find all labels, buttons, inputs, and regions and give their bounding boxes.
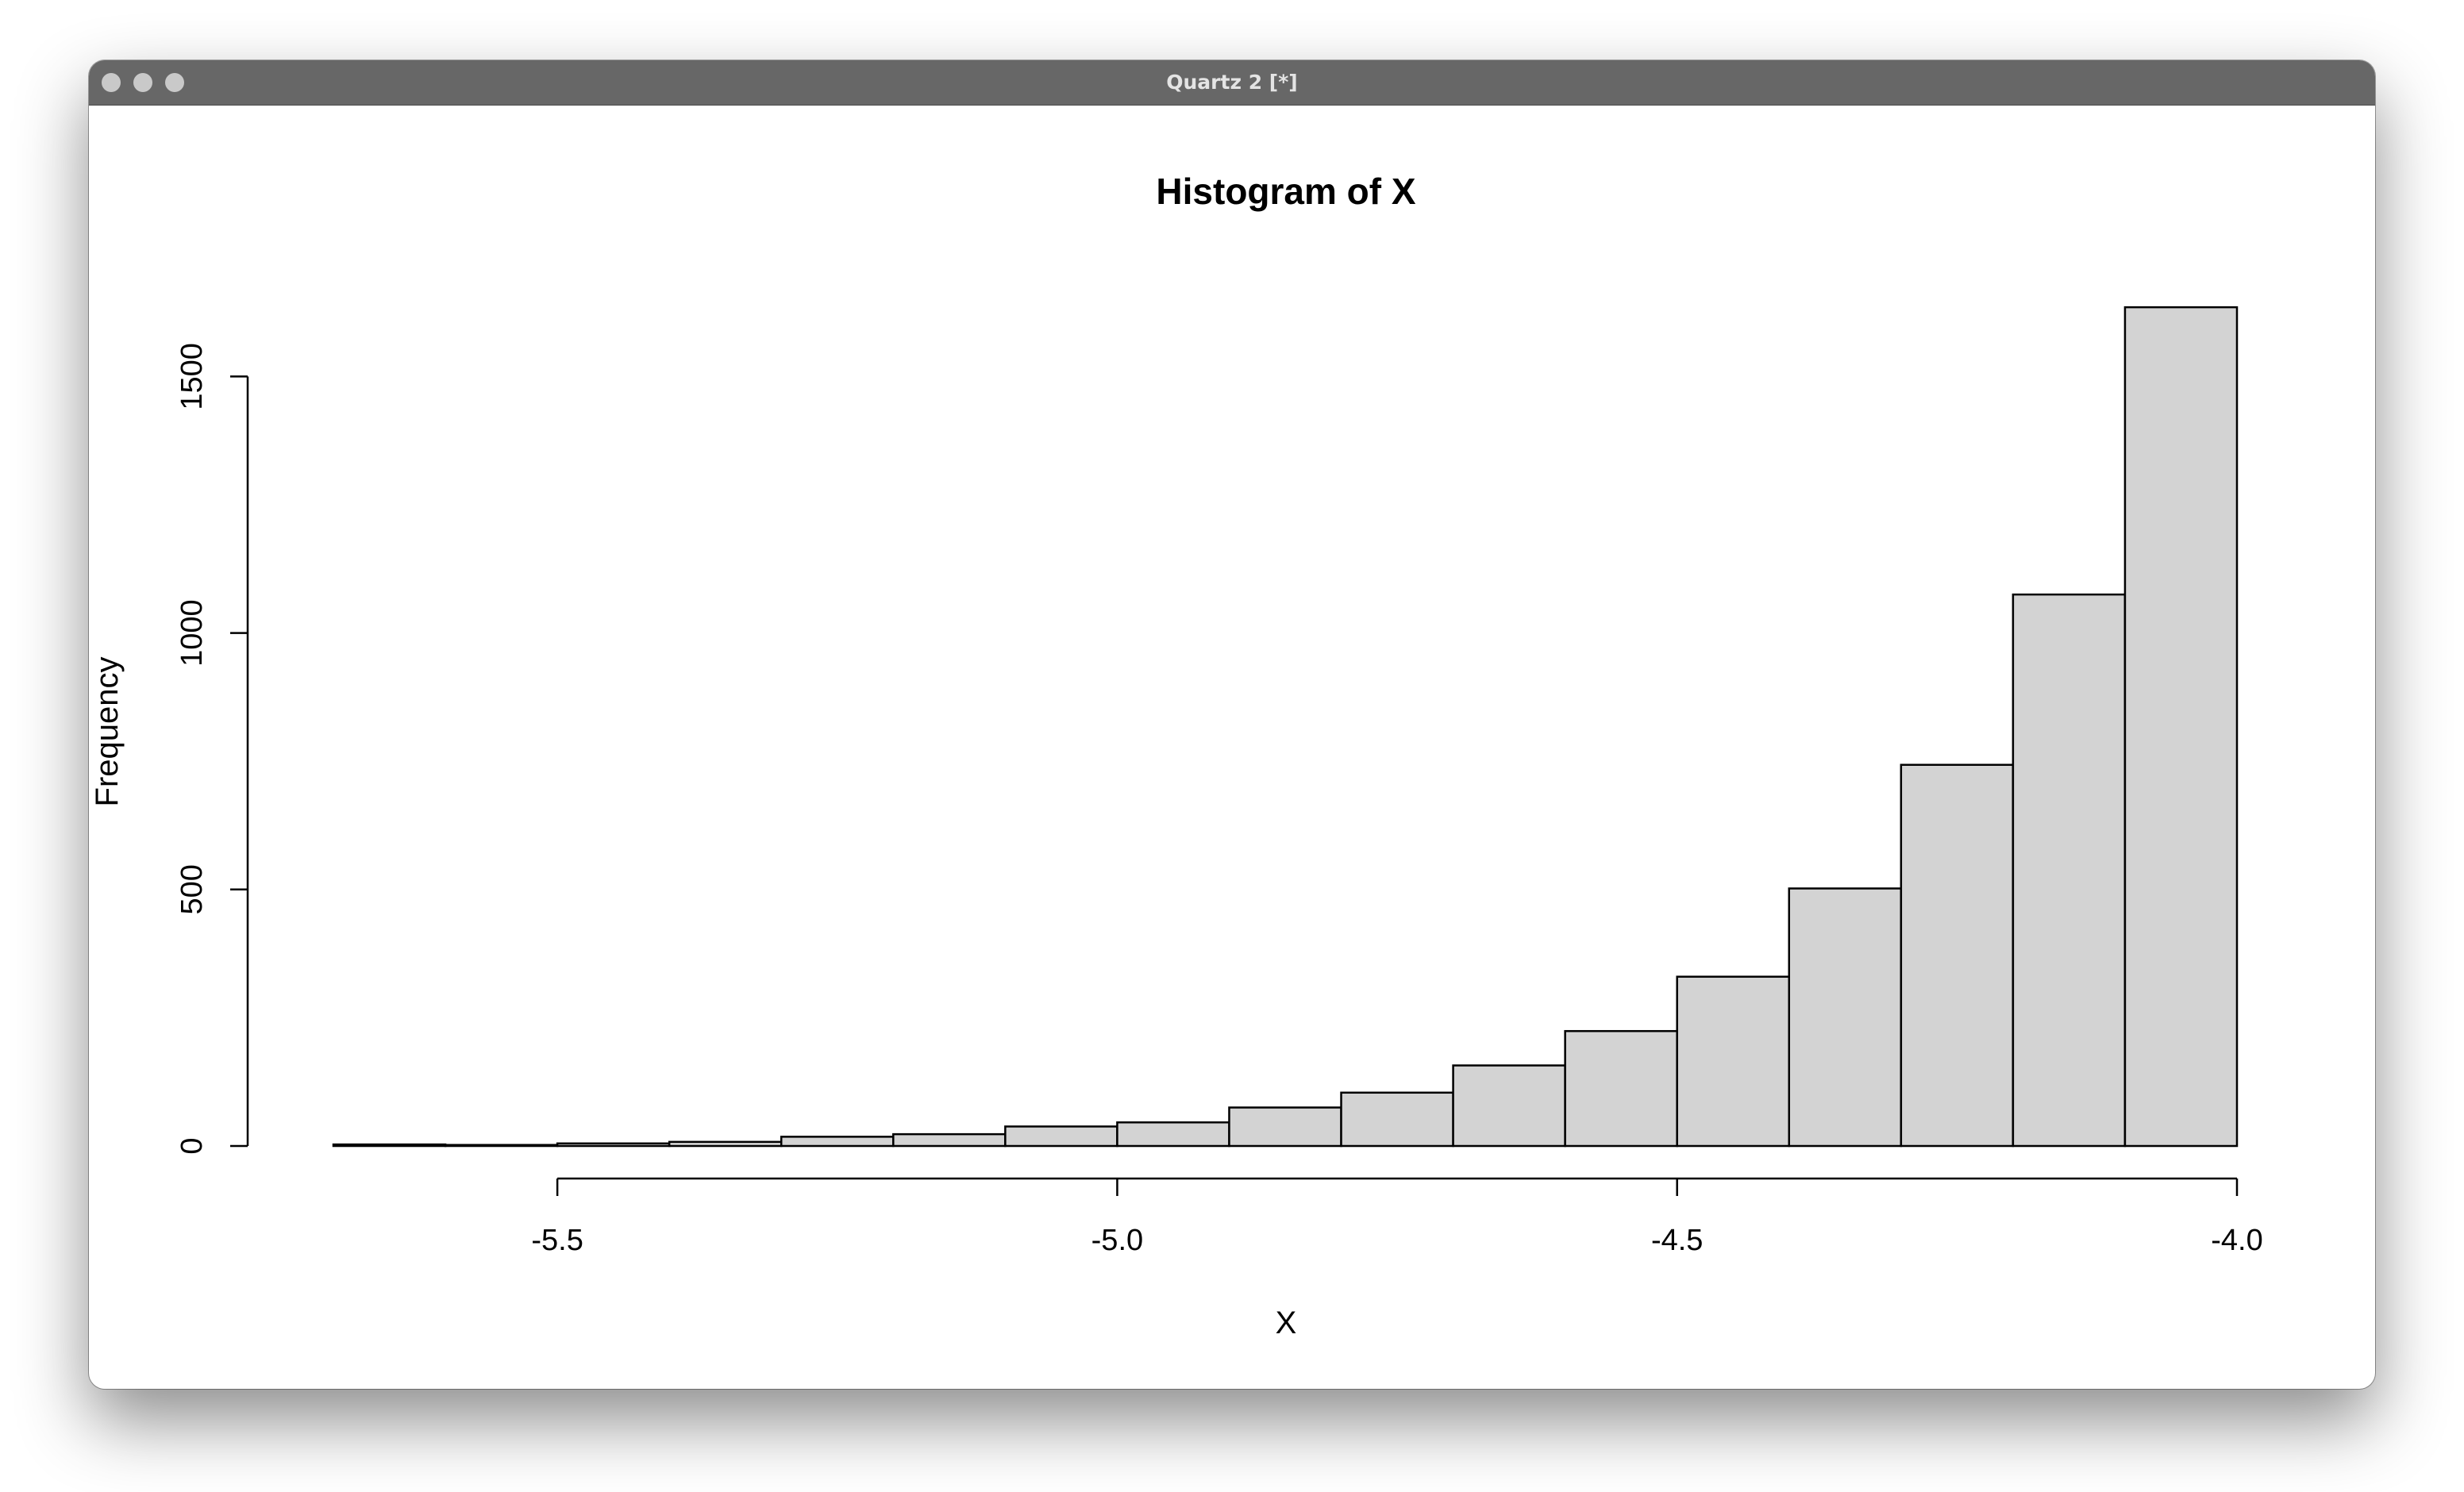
histogram-bar <box>780 1136 895 1148</box>
histogram-bar <box>1452 1064 1566 1148</box>
y-tick-label: 1000 <box>175 599 209 667</box>
close-button[interactable] <box>102 73 121 92</box>
x-tick-label: -5.5 <box>531 1224 583 1257</box>
bars-group <box>332 306 2239 1148</box>
histogram-bar <box>1116 1121 1230 1148</box>
plot-window: Quartz 2 [*] Histogram of X X Frequency … <box>89 60 2375 1389</box>
minimize-button[interactable] <box>133 73 152 92</box>
x-tick-label: -5.0 <box>1091 1224 1143 1257</box>
histogram-bar <box>1900 763 2015 1148</box>
histogram-bar <box>556 1142 671 1148</box>
y-axis: 0 500 1000 1500 <box>175 343 249 1155</box>
y-tick-label: 0 <box>175 1137 209 1154</box>
histogram-chart: Histogram of X X Frequency 050010001500 … <box>90 171 2263 1340</box>
plot-area: Histogram of X X Frequency 0 500 1000 1500 … <box>89 105 2375 1389</box>
chart-title: Histogram of X <box>1156 171 1415 212</box>
x-axis: -5.5 -5.0 -4.5 -4.0 <box>531 1177 2263 1257</box>
x-axis-label: X <box>1276 1306 1297 1340</box>
histogram-bar <box>1228 1106 1342 1148</box>
histogram-bar <box>332 1143 447 1148</box>
histogram-bar <box>444 1144 559 1148</box>
histogram-bar <box>1788 887 1903 1148</box>
y-tick-label: 500 <box>175 864 209 914</box>
title-bar[interactable]: Quartz 2 [*] <box>89 60 2375 106</box>
histogram-bar <box>1676 975 1791 1148</box>
histogram-bar <box>892 1132 1007 1148</box>
zoom-button[interactable] <box>165 73 184 92</box>
y-axis-label: Frequency <box>90 657 125 807</box>
x-tick-label: -4.5 <box>1651 1224 1703 1257</box>
y-tick-label: 1500 <box>175 343 209 410</box>
histogram-bar <box>2012 593 2127 1148</box>
window-title: Quartz 2 [*] <box>1166 71 1298 94</box>
histogram-bar <box>1340 1091 1454 1148</box>
histogram-bar <box>668 1140 783 1148</box>
x-tick-label: -4.0 <box>2211 1224 2262 1257</box>
histogram-bar <box>1004 1125 1118 1148</box>
histogram-bar <box>2123 306 2239 1148</box>
histogram-bar <box>1564 1029 1678 1148</box>
